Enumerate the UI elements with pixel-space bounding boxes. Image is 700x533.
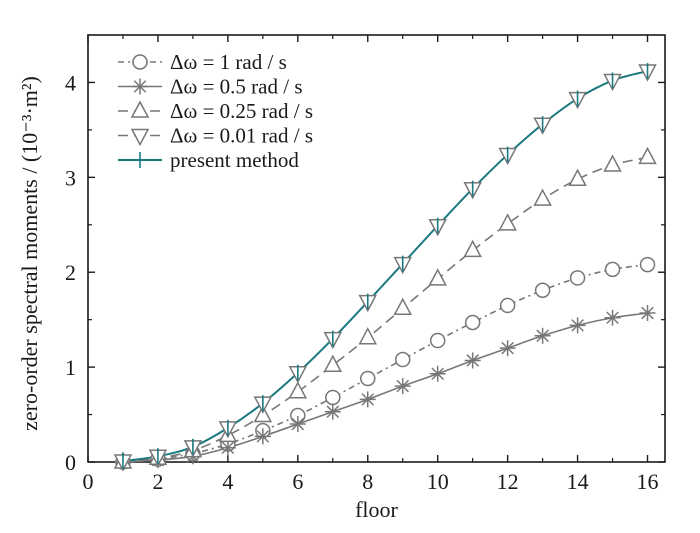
y-axis-title: zero-order spectral moments / (10⁻³·m²) xyxy=(17,76,42,431)
data-point xyxy=(638,146,657,165)
series-2-markers xyxy=(113,146,657,469)
legend-marker xyxy=(132,78,148,95)
data-point xyxy=(254,428,271,445)
plot-frame xyxy=(87,34,666,463)
x-tick-label: 0 xyxy=(83,469,94,494)
data-point xyxy=(288,381,308,399)
legend-marker xyxy=(132,54,148,70)
data-point xyxy=(569,270,586,286)
data-point xyxy=(324,403,341,420)
data-point xyxy=(533,188,552,206)
x-tick-label: 8 xyxy=(362,469,373,494)
data-point xyxy=(359,391,376,408)
legend-label: Δω = 0.5 rad / s xyxy=(170,75,303,99)
legend: Δω = 1 rad / sΔω = 0.5 rad / sΔω = 0.25 … xyxy=(118,50,313,172)
data-point xyxy=(603,154,622,172)
data-point xyxy=(429,365,446,382)
data-point xyxy=(429,332,446,349)
series-line xyxy=(122,70,648,463)
legend-label: Δω = 1 rad / s xyxy=(170,50,287,74)
data-point xyxy=(289,416,306,433)
data-point xyxy=(569,317,586,334)
legend-item: present method xyxy=(118,148,299,172)
legend-item: Δω = 1 rad / s xyxy=(118,50,287,74)
data-point xyxy=(428,268,447,286)
data-point xyxy=(393,297,412,316)
x-tick-label: 12 xyxy=(497,469,519,494)
data-point xyxy=(534,282,551,299)
data-point xyxy=(253,404,273,423)
y-tick-label: 1 xyxy=(65,355,76,380)
data-point xyxy=(604,261,621,278)
legend-label: Δω = 0.25 rad / s xyxy=(170,99,313,123)
data-point xyxy=(325,389,341,406)
data-point xyxy=(463,239,482,258)
legend-label: present method xyxy=(170,148,299,172)
data-point xyxy=(394,351,411,368)
y-tick-label: 4 xyxy=(65,70,76,95)
data-point xyxy=(464,314,481,331)
data-point xyxy=(498,213,517,231)
data-point xyxy=(360,370,376,387)
y-tick-label: 2 xyxy=(65,260,76,285)
series-4 xyxy=(122,70,648,463)
x-tick-label: 10 xyxy=(427,469,449,494)
data-point xyxy=(534,327,551,344)
y-tick-label: 0 xyxy=(65,450,76,475)
series-1 xyxy=(122,312,648,463)
data-point xyxy=(499,297,516,314)
legend-item: Δω = 0.01 rad / s xyxy=(118,124,313,148)
y-tick-label: 3 xyxy=(65,165,76,190)
data-point xyxy=(219,439,236,456)
data-point xyxy=(358,327,378,345)
series-line xyxy=(122,263,648,463)
legend-item: Δω = 0.25 rad / s xyxy=(118,99,313,123)
data-point xyxy=(499,340,516,357)
legend-marker xyxy=(130,128,150,147)
series-0 xyxy=(122,263,648,463)
data-point xyxy=(604,309,621,326)
x-tick-label: 2 xyxy=(152,469,163,494)
legend-marker xyxy=(130,100,150,118)
data-point xyxy=(639,305,656,322)
series-line xyxy=(122,156,648,463)
data-point xyxy=(568,168,587,186)
x-axis-title: floor xyxy=(355,497,398,522)
x-tick-label: 4 xyxy=(222,469,233,494)
data-point xyxy=(639,256,656,273)
x-tick-label: 14 xyxy=(567,469,589,494)
legend-label: Δω = 0.01 rad / s xyxy=(170,124,313,148)
x-tick-label: 16 xyxy=(637,469,659,494)
series-2 xyxy=(122,156,648,463)
data-point xyxy=(464,352,481,369)
series-0-markers xyxy=(115,256,656,470)
data-point xyxy=(323,354,343,372)
series-4-markers xyxy=(122,63,649,470)
series-layer xyxy=(113,63,657,472)
data-point xyxy=(394,378,411,395)
series-line xyxy=(122,312,648,463)
x-tick-label: 6 xyxy=(292,469,303,494)
legend-item: Δω = 0.5 rad / s xyxy=(118,75,303,99)
